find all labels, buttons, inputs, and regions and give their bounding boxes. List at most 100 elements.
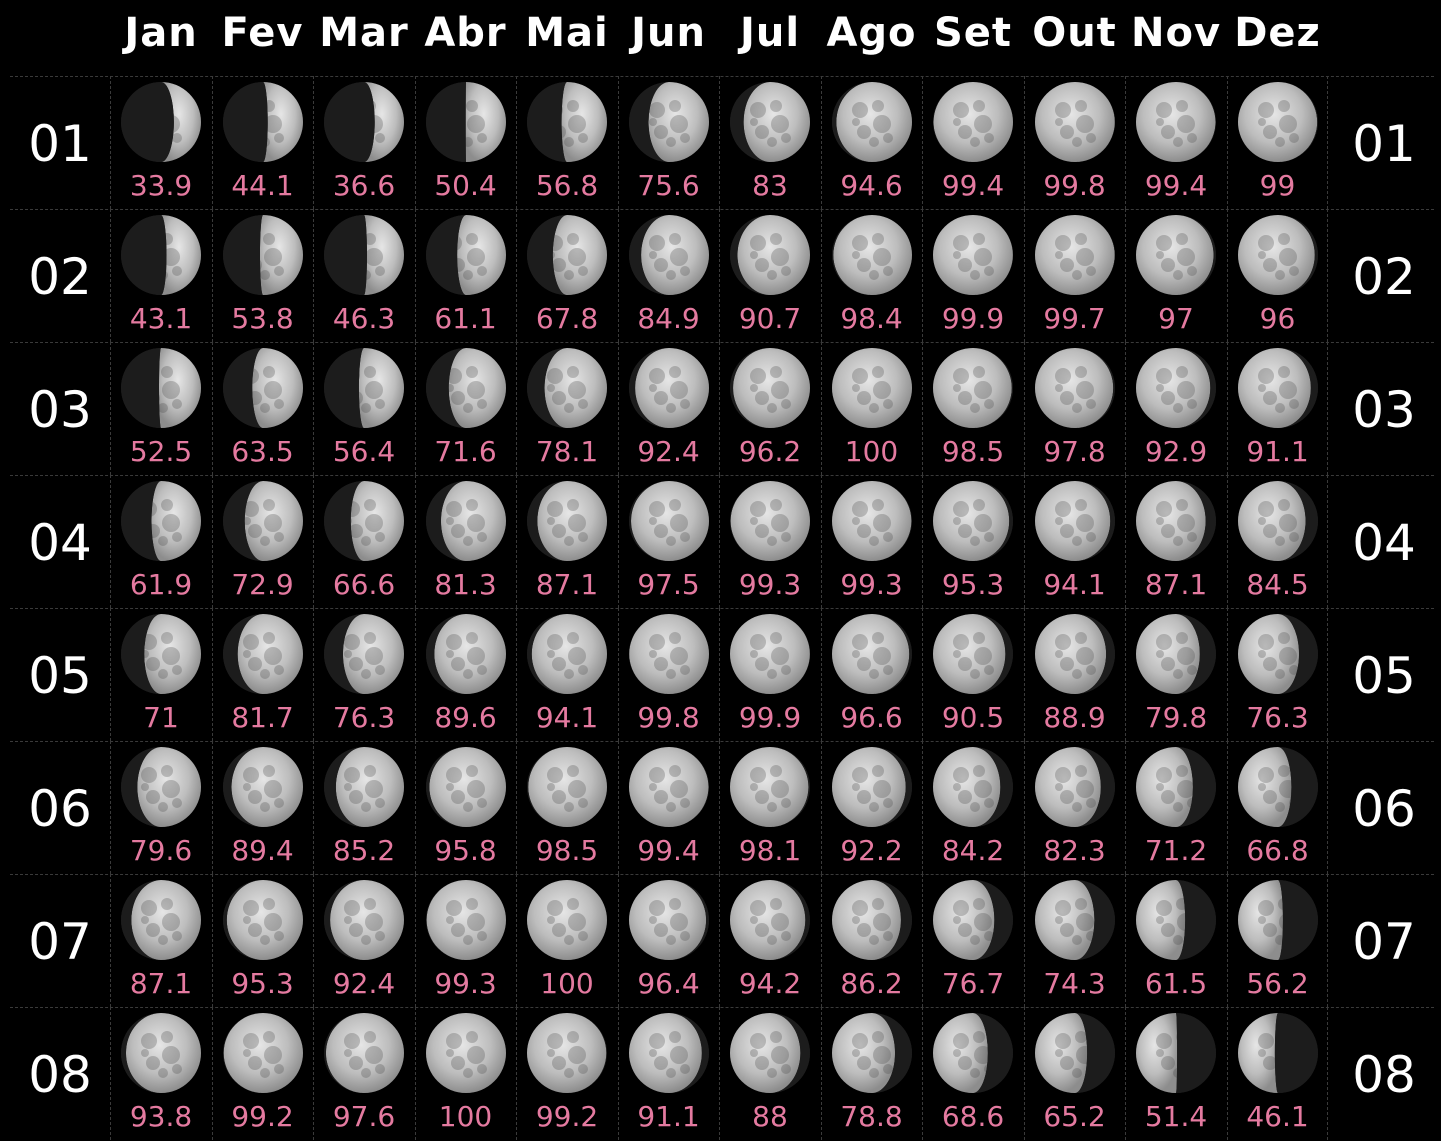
illumination-percent: 87.1 xyxy=(129,967,193,1000)
moon-phase-icon xyxy=(728,80,812,164)
illumination-percent: 94.1 xyxy=(1043,568,1106,601)
moon-cell: 97.6 xyxy=(313,1007,414,1140)
illumination-percent: 89.6 xyxy=(434,701,497,734)
moon-phase-icon xyxy=(728,878,812,962)
moon-cell: 87.1 xyxy=(110,874,211,1007)
month-header-mai: Mai xyxy=(525,10,609,56)
moon-cell: 61.1 xyxy=(414,209,516,342)
day-row xyxy=(10,1007,1434,1141)
moon-phase-icon xyxy=(322,479,406,563)
illumination-percent: 76.3 xyxy=(1246,701,1309,734)
moon-phase-icon xyxy=(1236,479,1320,563)
moon-cell: 92.4 xyxy=(617,342,719,475)
moon-phase-icon xyxy=(525,213,609,297)
moon-phase-icon xyxy=(525,1011,609,1095)
day-label-left: 04 xyxy=(28,514,92,572)
moon-phase-icon xyxy=(322,745,406,829)
moon-phase-icon xyxy=(119,80,203,164)
illumination-percent: 98.5 xyxy=(941,435,1005,468)
illumination-percent: 63.5 xyxy=(231,435,294,468)
moon-phase-icon xyxy=(1236,1011,1320,1095)
moon-phase-icon xyxy=(1033,612,1117,696)
moon-cell: 66.6 xyxy=(313,475,414,608)
moon-phase-icon xyxy=(1236,346,1320,430)
moon-phase-icon xyxy=(424,878,508,962)
illumination-percent: 61.5 xyxy=(1144,967,1208,1000)
illumination-percent: 91.1 xyxy=(1246,435,1309,468)
moon-cell: 75.6 xyxy=(617,76,719,209)
moon-phase-icon xyxy=(627,80,711,164)
moon-cell: 86.2 xyxy=(820,874,922,1007)
moon-cell: 85.2 xyxy=(313,741,414,874)
month-header-nov: Nov xyxy=(1130,10,1222,56)
moon-cell: 99.2 xyxy=(516,1007,617,1140)
illumination-percent: 100 xyxy=(540,967,594,1000)
moon-phase-icon xyxy=(627,1011,711,1095)
illumination-percent: 61.1 xyxy=(434,302,497,335)
moon-cell: 97.5 xyxy=(617,475,719,608)
illumination-percent: 100 xyxy=(844,435,899,468)
illumination-percent: 71 xyxy=(143,701,179,734)
moon-cell: 87.1 xyxy=(516,475,617,608)
illumination-percent: 56.8 xyxy=(535,169,599,202)
moon-cell: 99.4 xyxy=(617,741,719,874)
moon-phase-icon xyxy=(931,346,1015,430)
illumination-percent: 84.5 xyxy=(1246,568,1309,601)
illumination-percent: 99.9 xyxy=(738,701,802,734)
illumination-percent: 72.9 xyxy=(231,568,294,601)
moon-phase-icon xyxy=(221,213,305,297)
moon-phase-icon xyxy=(931,1011,1015,1095)
day-label-right: 08 xyxy=(1352,1046,1416,1104)
illumination-percent: 99 xyxy=(1259,169,1296,202)
illumination-percent: 92.2 xyxy=(840,834,903,867)
month-header-abr: Abr xyxy=(424,10,507,56)
moon-cell: 99.9 xyxy=(922,209,1023,342)
moon-phase-icon xyxy=(1134,1011,1218,1095)
illumination-percent: 67.8 xyxy=(535,302,599,335)
illumination-percent: 87.1 xyxy=(535,568,599,601)
moon-phase-icon xyxy=(1236,745,1320,829)
moon-cell: 72.9 xyxy=(211,475,313,608)
illumination-percent: 99.4 xyxy=(941,169,1005,202)
moon-cell: 43.1 xyxy=(110,209,211,342)
moon-cell: 91.1 xyxy=(1226,342,1328,475)
moon-cell: 91.1 xyxy=(617,1007,719,1140)
moon-cell: 93.8 xyxy=(110,1007,211,1140)
illumination-percent: 92.4 xyxy=(637,435,700,468)
moon-phase-icon xyxy=(424,479,508,563)
moon-cell: 61.9 xyxy=(110,475,211,608)
moon-cell: 78.1 xyxy=(516,342,617,475)
illumination-percent: 53.8 xyxy=(231,302,294,335)
illumination-percent: 65.2 xyxy=(1043,1100,1106,1133)
moon-cell: 52.5 xyxy=(110,342,211,475)
moon-cell: 99.8 xyxy=(1023,76,1125,209)
moon-phase-icon xyxy=(728,479,812,563)
illumination-percent: 83 xyxy=(752,169,788,202)
illumination-percent: 99.2 xyxy=(231,1100,294,1133)
moon-phase-icon xyxy=(322,346,406,430)
illumination-percent: 90.5 xyxy=(941,701,1005,734)
moon-phase-icon xyxy=(1236,213,1320,297)
moon-phase-icon xyxy=(119,479,203,563)
moon-cell: 99.4 xyxy=(922,76,1023,209)
day-label-right: 02 xyxy=(1352,248,1416,306)
moon-phase-icon xyxy=(322,1011,406,1095)
moon-cell: 98.4 xyxy=(820,209,922,342)
illumination-percent: 68.6 xyxy=(941,1100,1005,1133)
illumination-percent: 87.1 xyxy=(1144,568,1208,601)
moon-phase-icon xyxy=(424,612,508,696)
moon-phase-icon xyxy=(627,346,711,430)
moon-phase-icon xyxy=(525,80,609,164)
illumination-percent: 84.9 xyxy=(637,302,700,335)
moon-phase-icon xyxy=(119,745,203,829)
illumination-percent: 46.3 xyxy=(332,302,396,335)
moon-phase-icon xyxy=(424,346,508,430)
moon-cell: 95.3 xyxy=(922,475,1023,608)
moon-phase-icon xyxy=(931,612,1015,696)
illumination-percent: 95.8 xyxy=(434,834,497,867)
illumination-percent: 50.4 xyxy=(434,169,497,202)
moon-phase-icon xyxy=(525,479,609,563)
illumination-percent: 61.9 xyxy=(129,568,193,601)
illumination-percent: 51.4 xyxy=(1144,1100,1208,1133)
illumination-percent: 94.6 xyxy=(840,169,903,202)
